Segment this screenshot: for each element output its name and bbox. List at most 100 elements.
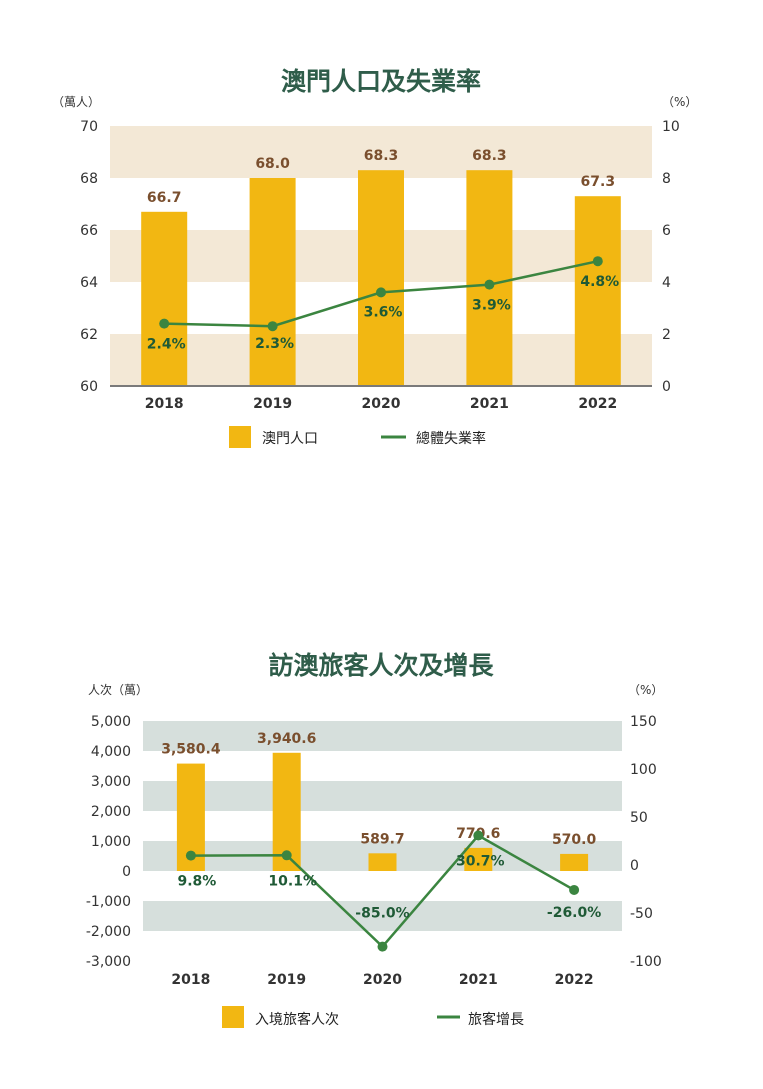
line-value-label: 10.1% <box>268 873 317 889</box>
x-tick-label: 2022 <box>555 972 594 988</box>
left-tick-label: 68 <box>80 171 98 187</box>
right-tick-label: 10 <box>662 119 680 135</box>
x-tick-label: 2019 <box>267 972 306 988</box>
population-unemployment-chart: 澳門人口及失業率 （萬人） （%） 66.7 68.0 68.3 68.3 67.3 7… <box>52 67 697 448</box>
background-bands <box>143 721 622 931</box>
right-tick-label: -100 <box>630 954 662 970</box>
bar-value-label: 570.0 <box>552 832 597 848</box>
line-value-label: 4.8% <box>580 274 619 290</box>
right-tick-label: -50 <box>630 906 653 922</box>
left-axis-unit: （萬人） <box>52 95 100 109</box>
x-tick-label: 2018 <box>171 972 210 988</box>
bar <box>560 853 589 871</box>
line-point <box>376 287 386 298</box>
right-axis-unit: （%） <box>662 95 697 109</box>
axis-ticks: 5,000 4,000 3,000 2,000 1,000 0 -1,000 -2,000 -3… <box>86 714 662 988</box>
x-tick-label: 2018 <box>145 396 184 412</box>
bar-value-label: 68.0 <box>255 156 290 172</box>
legend-label-population: 澳門人口 <box>262 431 318 447</box>
left-tick-label: 70 <box>80 119 98 135</box>
left-tick-label: 64 <box>80 275 98 291</box>
right-tick-label: 150 <box>630 714 657 730</box>
left-tick-label: 1,000 <box>91 834 131 850</box>
legend: 入境旅客人次 旅客增長 <box>222 1006 524 1028</box>
bar-value-label: 66.7 <box>147 190 182 206</box>
line-point <box>267 321 278 332</box>
line-point <box>281 850 292 861</box>
line-value-label: 30.7% <box>456 854 505 870</box>
line-point <box>377 941 388 952</box>
right-axis-unit: （%） <box>628 683 663 697</box>
background-band <box>110 126 652 178</box>
line-point <box>185 850 196 861</box>
line-point <box>569 884 580 895</box>
bar <box>574 196 621 386</box>
right-tick-label: 2 <box>662 327 671 343</box>
line-value-label: 2.3% <box>255 336 294 352</box>
line-value-label: 2.4% <box>147 337 186 353</box>
left-tick-label: 66 <box>80 223 98 239</box>
line-point <box>484 279 495 290</box>
right-tick-label: 8 <box>662 171 671 187</box>
left-tick-label: -1,000 <box>86 894 131 910</box>
background-band <box>143 901 622 931</box>
visitor-growth-line: 9.8% 10.1% -85.0% 30.7% -26.0% <box>177 830 601 952</box>
x-tick-label: 2020 <box>363 972 402 988</box>
left-axis-unit: 人次（萬） <box>88 683 148 697</box>
right-tick-label: 0 <box>662 379 671 395</box>
bar-value-label: 68.3 <box>472 148 507 164</box>
left-tick-label: 2,000 <box>91 804 131 820</box>
background-band <box>143 781 622 811</box>
left-tick-label: 4,000 <box>91 744 131 760</box>
legend-label-arrivals: 入境旅客人次 <box>255 1011 339 1028</box>
bar <box>249 178 296 386</box>
line-value-label: 3.9% <box>472 298 511 314</box>
line-point <box>159 318 170 329</box>
unemployment-line: 2.4% 2.3% 3.6% 3.9% 4.8% <box>147 256 619 353</box>
left-tick-label: 60 <box>80 379 98 395</box>
legend-swatch-bar <box>222 1006 244 1028</box>
legend-label-unemployment: 總體失業率 <box>416 430 486 447</box>
left-tick-label: 62 <box>80 327 98 343</box>
x-tick-label: 2021 <box>459 972 498 988</box>
x-tick-label: 2021 <box>470 396 509 412</box>
left-tick-label: -3,000 <box>86 954 131 970</box>
left-tick-label: 5,000 <box>91 714 131 730</box>
bar <box>464 847 493 871</box>
right-tick-label: 4 <box>662 275 671 291</box>
bar <box>141 211 188 386</box>
line-point <box>473 830 484 841</box>
chart-title: 訪澳旅客人次及增長 <box>268 651 494 680</box>
bar <box>358 170 404 386</box>
right-tick-label: 100 <box>630 762 657 778</box>
right-tick-label: 50 <box>630 810 648 826</box>
left-tick-label: -2,000 <box>86 924 131 940</box>
line-value-label: 3.6% <box>364 304 403 320</box>
x-tick-label: 2019 <box>253 396 292 412</box>
line-point <box>592 256 603 267</box>
line-value-label: -85.0% <box>355 906 409 922</box>
bar-value-label: 3,940.6 <box>257 731 316 747</box>
bars: 66.7 68.0 68.3 68.3 67.3 <box>141 148 621 386</box>
legend: 澳門人口 總體失業率 <box>229 426 486 448</box>
x-tick-label: 2020 <box>362 396 401 412</box>
bar-value-label: 68.3 <box>364 148 399 164</box>
bar-value-label: 589.7 <box>360 831 404 847</box>
bar-value-label: 67.3 <box>581 174 616 190</box>
x-tick-label: 2022 <box>578 396 617 412</box>
background-band <box>143 721 622 751</box>
right-tick-label: 0 <box>630 858 639 874</box>
legend-label-growth: 旅客增長 <box>468 1011 524 1028</box>
line-value-label: -26.0% <box>547 905 601 921</box>
right-tick-label: 6 <box>662 223 671 239</box>
line-value-label: 9.8% <box>177 874 216 890</box>
bar <box>368 853 397 871</box>
bar-value-label: 3,580.4 <box>161 742 221 758</box>
legend-swatch-bar <box>229 426 251 448</box>
left-tick-label: 0 <box>122 864 131 880</box>
chart-title: 澳門人口及失業率 <box>281 67 481 96</box>
left-tick-label: 3,000 <box>91 774 131 790</box>
